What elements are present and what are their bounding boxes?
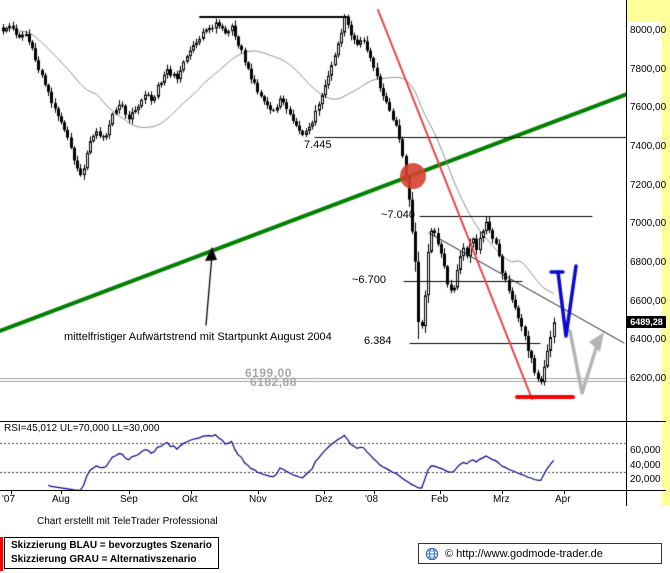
x-axis-tick bbox=[191, 491, 192, 494]
globe-icon bbox=[425, 547, 439, 561]
x-axis-month-label: Nov bbox=[249, 494, 267, 505]
rsi-indicator-canvas bbox=[0, 422, 627, 490]
scenario-legend-blue: Skizzierung BLAU = bevorzugtes Szenario bbox=[11, 540, 212, 551]
scenario-legend-gray: Skizzierung GRAU = Alternativszenario bbox=[11, 554, 197, 565]
price-tick-label: 7200,00 bbox=[630, 179, 667, 191]
x-axis-month-label: Apr bbox=[555, 494, 571, 505]
rsi-settings-label: RSI=45,012 UL=70,000 LL=30,000 bbox=[4, 423, 160, 434]
price-tick-label: 6400,00 bbox=[630, 334, 667, 346]
axis-edge-strip bbox=[662, 0, 670, 506]
scenario-legend-box: Skizzierung BLAU = bevorzugtes Szenario … bbox=[4, 537, 219, 569]
price-tick-label: 7600,00 bbox=[630, 102, 667, 114]
left-red-accent bbox=[0, 537, 3, 571]
x-axis-month-label: Mrz bbox=[493, 494, 510, 505]
x-axis-tick bbox=[324, 491, 325, 494]
rsi-tick-label: 40,000 bbox=[630, 459, 661, 471]
axis-corner-fill bbox=[627, 0, 670, 22]
branding-url[interactable]: © http://www.godmode-trader.de bbox=[445, 547, 603, 560]
price-tick-label: 6800,00 bbox=[630, 257, 667, 269]
rsi-tick-label: 60,000 bbox=[630, 445, 661, 456]
x-axis-tick bbox=[502, 491, 503, 494]
x-axis-tick bbox=[61, 491, 62, 494]
last-price-badge: 6489,28 bbox=[627, 316, 666, 329]
rsi-date-separator bbox=[0, 490, 666, 491]
x-axis-tick bbox=[258, 491, 259, 494]
x-axis-month-label: '07 bbox=[2, 494, 16, 505]
x-axis-tick bbox=[440, 491, 441, 494]
date-axis: '07 Aug Sep Okt Nov Dez '08 Feb Mrz Apr bbox=[0, 491, 627, 508]
x-axis-tick bbox=[129, 491, 130, 494]
axis-border-line bbox=[626, 0, 627, 506]
price-tick-label: 7000,00 bbox=[630, 218, 667, 230]
x-axis-month-label: Aug bbox=[52, 494, 70, 505]
price-tick-label: 7400,00 bbox=[630, 141, 667, 153]
price-tick-label: 8000,00 bbox=[630, 25, 667, 36]
x-axis-tick bbox=[11, 491, 12, 494]
branding-box: © http://www.godmode-trader.de bbox=[418, 543, 662, 564]
chart-rsi-separator bbox=[0, 421, 666, 422]
price-tick-label: 7800,00 bbox=[630, 63, 667, 75]
price-chart-canvas bbox=[0, 0, 627, 421]
x-axis-month-label: '08 bbox=[365, 494, 379, 505]
chart-credit-text: Chart erstellt mit TeleTrader Profession… bbox=[37, 516, 218, 527]
x-axis-tick bbox=[374, 491, 375, 494]
x-axis-month-label: Sep bbox=[120, 494, 138, 505]
price-tick-label: 6600,00 bbox=[630, 295, 667, 307]
price-tick-label: 6200,00 bbox=[630, 373, 667, 385]
rsi-tick-label: 20,000 bbox=[630, 474, 661, 485]
x-axis-tick bbox=[564, 491, 565, 494]
price-axis: 6489,28 8000,00 7800,00 7600,00 7400,00 7200… bbox=[627, 0, 670, 573]
uptrend-annotation-text: mittelfristiger Aufwärtstrend mit Startp… bbox=[64, 331, 332, 343]
x-axis-month-label: Okt bbox=[182, 494, 198, 505]
x-axis-month-label: Feb bbox=[431, 494, 449, 505]
x-axis-month-label: Dez bbox=[315, 494, 333, 505]
